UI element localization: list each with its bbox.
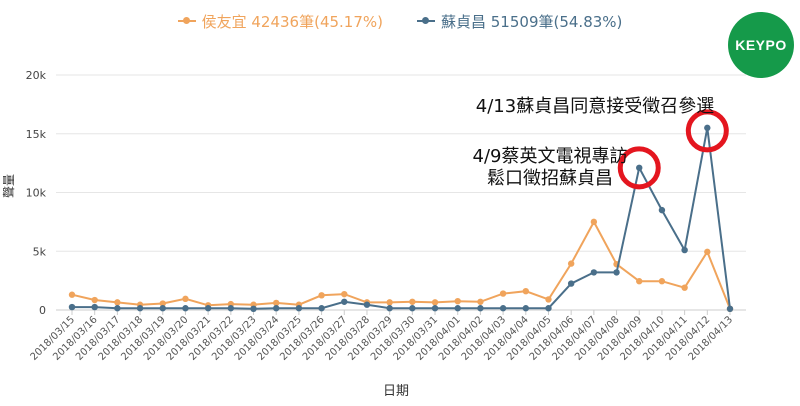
data-point-s1-16 [431,299,439,306]
data-point-s2-26 [658,206,666,214]
highlight-layer [617,109,729,190]
data-point-s1-27 [681,284,688,291]
x-axis-ticks: 2018/03/152018/03/162018/03/172018/03/18… [29,310,735,363]
data-point-s2-21 [545,305,552,312]
x-axis-label: 日期 [383,384,409,399]
annotation-april-13-text: 4/13蘇貞昌同意接受徵召參選 [475,96,715,117]
data-point-s1-18 [477,298,484,305]
series-line-2 [72,127,731,310]
data-point-s1-5 [182,295,189,303]
annotation-april-9: 4/9蔡英文電視專訪 鬆口徵招蘇貞昌 [450,146,650,190]
y-tick-label-3: 15k [26,128,47,141]
data-point-s2-7 [227,305,235,312]
annotation-april-9-line-2: 鬆口徵招蘇貞昌 [487,168,613,189]
legend-label-series-1: 侯友宜 42436筆(45.17%) [201,12,383,31]
keypo-logo: KEYPO [728,12,794,78]
data-point-s2-12 [341,298,348,305]
data-point-s2-9 [273,305,280,312]
legend-item-series-1[interactable]: 侯友宜 42436筆(45.17%) [177,11,383,32]
highlight-circle-2 [685,109,729,153]
y-tick-label-2: 10k [26,187,47,200]
chart-legend: 侯友宜 42436筆(45.17%) 蘇貞昌 51509筆(54.83%) [0,8,800,34]
data-point-s1-1 [91,296,98,304]
data-point-s1-14 [386,299,393,306]
data-point-s1-0 [68,291,76,298]
data-point-s1-26 [658,278,666,285]
data-point-s1-25 [636,278,643,285]
legend-marker-series-1 [177,17,196,24]
data-point-s1-11 [318,292,325,299]
data-point-s1-21 [545,296,552,303]
legend-label-series-2: 蘇貞昌 51509筆(54.83%) [441,12,623,31]
data-point-s2-0 [68,303,76,311]
data-point-s2-22 [567,280,575,287]
data-point-s1-12 [341,290,348,298]
data-point-s2-5 [182,305,189,312]
data-point-s2-18 [477,305,484,312]
data-point-s2-20 [522,305,529,312]
data-point-s2-24 [613,269,620,276]
data-point-s2-23 [590,269,598,276]
data-point-s1-9 [273,299,280,307]
data-point-s2-10 [295,305,303,312]
y-tick-label-0: 0 [39,304,46,317]
data-point-s2-19 [499,305,507,312]
data-point-s2-1 [91,303,98,311]
data-point-s2-6 [204,305,212,312]
data-point-s1-4 [159,300,166,307]
data-point-s1-22 [567,260,575,267]
annotation-april-9-line-1: 4/9蔡英文電視專訪 [472,146,628,167]
annotation-april-13: 4/13蘇貞昌同意接受徵召參選 [460,96,730,118]
y-tick-label-4: 20k [26,69,47,82]
series-line-1 [71,219,731,310]
data-point-s2-14 [386,305,393,312]
series-layer [68,124,734,313]
logo-text: KEYPO [735,37,787,53]
chart-grid [56,74,746,311]
data-point-s1-28 [704,248,711,256]
data-point-s2-3 [136,305,144,312]
data-point-s2-8 [250,305,257,313]
y-tick-label-1: 5k [33,245,47,258]
data-point-s2-4 [159,305,166,312]
legend-item-series-2[interactable]: 蘇貞昌 51509筆(54.83%) [417,11,622,32]
data-point-s2-27 [681,246,688,254]
data-point-s2-2 [114,305,121,312]
data-point-s1-15 [409,298,416,305]
data-point-s2-16 [431,305,439,312]
data-point-s1-20 [522,288,529,295]
legend-marker-series-2 [417,17,435,24]
data-point-s2-15 [409,305,416,312]
data-point-s2-13 [363,301,371,308]
data-point-s2-17 [454,305,461,312]
data-point-s2-11 [318,305,325,312]
data-point-s2-29 [726,305,734,313]
data-point-s1-2 [114,299,121,306]
data-point-s2-28 [704,124,711,132]
data-point-s1-19 [499,290,507,297]
y-axis-ticks: 0 5k 10k 15k 20k [26,69,47,317]
highlight-circle-1 [617,146,661,190]
data-point-s1-23 [590,218,598,226]
data-point-s1-17 [454,297,461,305]
y-axis-label: 聲量 [1,174,16,198]
data-point-s2-25 [636,164,643,172]
